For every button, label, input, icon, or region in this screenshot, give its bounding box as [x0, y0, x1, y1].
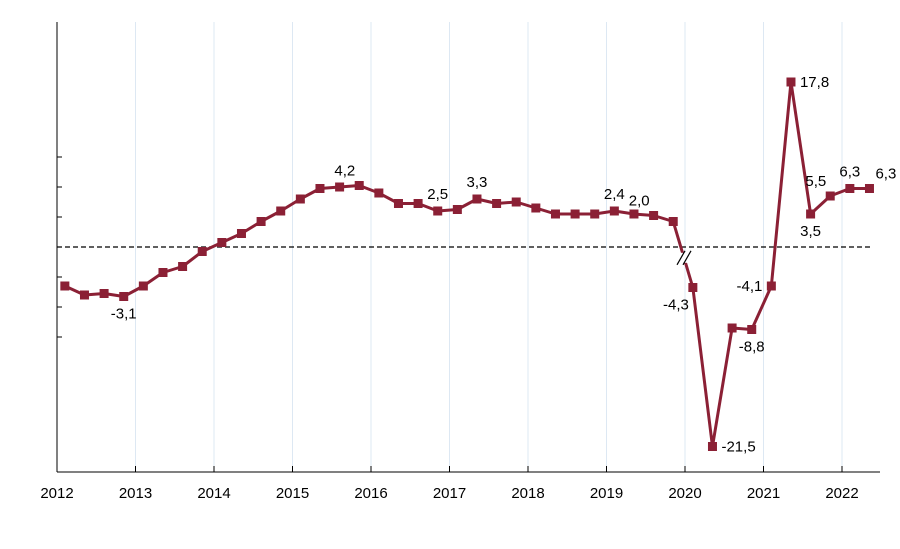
- data-label: 4,2: [334, 163, 355, 180]
- data-label: -3,1: [111, 306, 137, 323]
- data-point-27: [590, 209, 600, 219]
- x-tick-label-2018: 2018: [511, 485, 544, 502]
- data-point-10: [256, 217, 266, 226]
- data-label: -21,5: [721, 439, 755, 456]
- data-point-2: [99, 289, 109, 298]
- data-label: 6,3: [875, 166, 896, 183]
- data-label: 5,5: [805, 173, 826, 190]
- data-point-14: [335, 182, 345, 192]
- data-point-11: [276, 206, 286, 216]
- data-point-8: [217, 238, 227, 247]
- data-point-23: [511, 197, 521, 207]
- series-layer: [60, 77, 874, 451]
- data-point-29: [629, 209, 639, 219]
- data-label: 3,5: [800, 223, 821, 240]
- data-point-33: [707, 442, 717, 451]
- data-point-3: [119, 292, 129, 301]
- x-tick-label-2015: 2015: [276, 485, 309, 502]
- x-tick-label-2016: 2016: [354, 485, 387, 502]
- data-point-15: [354, 181, 364, 190]
- data-point-12: [295, 194, 305, 204]
- axis-break-mark: [682, 250, 692, 266]
- data-point-21: [472, 194, 482, 204]
- data-point-36: [766, 281, 776, 291]
- x-tick-label-2017: 2017: [433, 485, 466, 502]
- data-point-18: [413, 199, 423, 208]
- data-point-7: [197, 247, 207, 256]
- data-point-32: [688, 283, 698, 292]
- data-point-19: [433, 206, 443, 216]
- data-point-5: [158, 268, 168, 277]
- data-point-26: [570, 209, 580, 219]
- data-point-9: [236, 229, 246, 238]
- data-label: 2,0: [629, 193, 650, 210]
- data-point-30: [649, 211, 659, 220]
- data-label: 6,3: [839, 164, 860, 181]
- data-point-41: [864, 184, 874, 193]
- data-label: -8,8: [739, 339, 765, 356]
- data-point-1: [79, 290, 89, 300]
- data-point-4: [138, 281, 148, 291]
- data-point-16: [374, 188, 384, 198]
- x-tick-label-2021: 2021: [747, 485, 780, 502]
- data-label: 2,4: [604, 186, 625, 203]
- data-label: -4,1: [736, 278, 762, 295]
- data-point-13: [315, 184, 325, 193]
- data-point-34: [727, 323, 737, 333]
- data-point-40: [845, 184, 855, 193]
- data-point-38: [806, 209, 816, 219]
- data-label: -4,3: [663, 297, 689, 314]
- data-point-24: [531, 203, 541, 213]
- axis-break-mark: [676, 250, 686, 266]
- x-tick-label-2014: 2014: [197, 485, 230, 502]
- x-tick-label-2013: 2013: [119, 485, 152, 502]
- axis-break-gap: [675, 252, 694, 263]
- x-tick-labels: 2012 2013 2014 2015 2016 2017 2018 2019 2020 2021…: [40, 485, 858, 502]
- data-point-22: [492, 199, 502, 208]
- data-point-6: [178, 262, 188, 271]
- data-point-37: [786, 77, 796, 87]
- data-point-25: [550, 209, 560, 219]
- data-point-39: [825, 191, 835, 201]
- data-label: 17,8: [800, 74, 829, 91]
- data-label: 2,5: [427, 186, 448, 203]
- data-point-35: [747, 325, 757, 334]
- data-point-28: [609, 206, 619, 216]
- x-tick-label-2020: 2020: [668, 485, 701, 502]
- data-label: 3,3: [467, 174, 488, 191]
- data-point-0: [60, 281, 70, 291]
- data-point-20: [452, 205, 462, 214]
- x-tick-label-2012: 2012: [40, 485, 73, 502]
- data-labels: -3,1 4,2 2,5 3,3 2,4 2,0 -4,3 -21,5 -8,8 -4,1 17,8…: [111, 74, 897, 456]
- x-tick-label-2022: 2022: [825, 485, 858, 502]
- data-point-17: [393, 199, 403, 208]
- x-tick-label-2019: 2019: [590, 485, 623, 502]
- data-point-31: [668, 217, 678, 226]
